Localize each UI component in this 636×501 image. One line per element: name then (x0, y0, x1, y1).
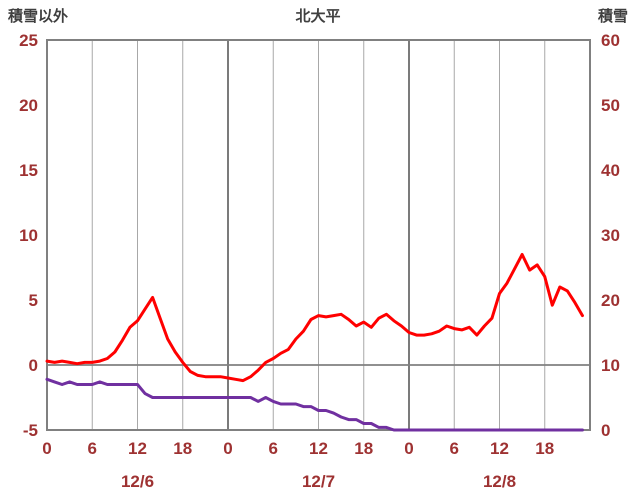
plot-border (46, 39, 591, 431)
date-label: 12/6 (121, 472, 154, 491)
right-axis-title: 積雪 (597, 8, 628, 25)
right-axis-tick-label: 30 (601, 226, 620, 245)
snow-depth-line (45, 377, 584, 432)
x-axis-tick-label: 6 (88, 439, 97, 458)
chart-header: 積雪以外 北大平 積雪 (0, 5, 636, 27)
chart-title: 北大平 (295, 8, 341, 25)
left-axis-tick-label: -5 (23, 421, 38, 440)
x-axis-tick-label: 18 (354, 439, 373, 458)
date-label: 12/7 (302, 472, 335, 491)
right-axis-tick-label: 60 (601, 31, 620, 50)
x-axis-tick-label: 0 (404, 439, 413, 458)
left-axis-tick-label: 15 (19, 161, 38, 180)
left-axis-tick-label: 25 (19, 31, 38, 50)
left-axis-tick-label: 5 (29, 291, 38, 310)
left-axis-tick-label: 10 (19, 226, 38, 245)
x-axis-tick-label: 0 (42, 439, 51, 458)
right-axis-tick-label: 40 (601, 161, 620, 180)
x-axis-tick-label: 18 (535, 439, 554, 458)
x-axis-tick-label: 6 (450, 439, 459, 458)
x-axis-tick-label: 12 (309, 439, 328, 458)
right-axis-tick-label: 10 (601, 356, 620, 375)
right-axis-tick-label: 0 (601, 421, 610, 440)
right-axis-tick-label: 20 (601, 291, 620, 310)
x-axis-tick-label: 12 (128, 439, 147, 458)
x-axis-tick-label: 0 (223, 439, 232, 458)
x-axis-tick-label: 18 (173, 439, 192, 458)
left-axis-tick-label: 0 (29, 356, 38, 375)
other-than-snow-line (45, 253, 584, 383)
left-axis-tick-label: 20 (19, 96, 38, 115)
x-axis-tick-label: 12 (490, 439, 509, 458)
right-axis-tick-label: 50 (601, 96, 620, 115)
x-axis-tick-label: 6 (269, 439, 278, 458)
date-label: 12/8 (483, 472, 516, 491)
left-axis-title: 積雪以外 (8, 8, 69, 25)
